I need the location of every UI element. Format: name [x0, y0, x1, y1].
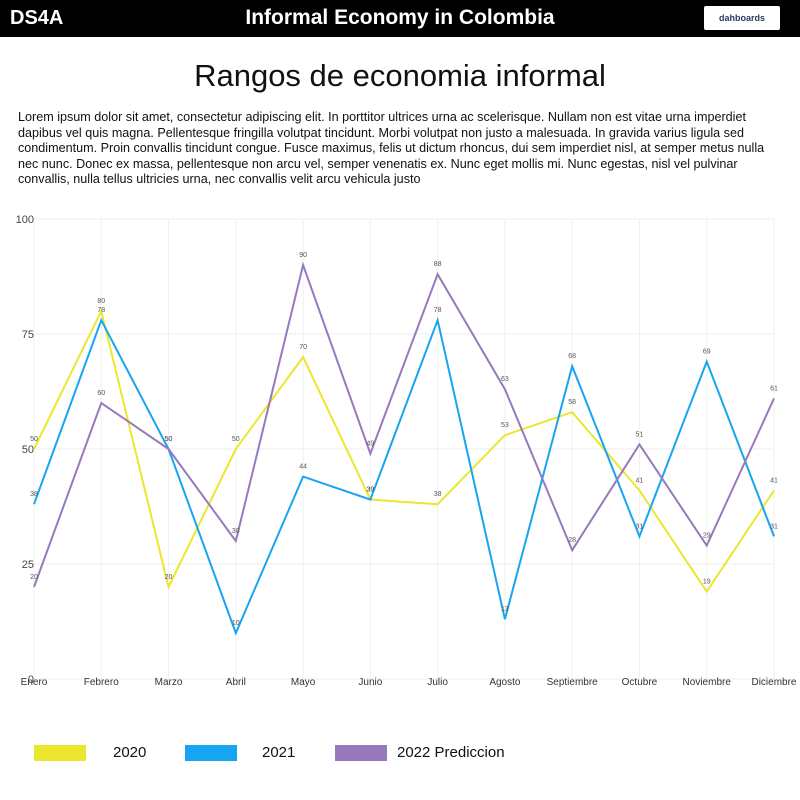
x-tick-label: Noviembre: [683, 677, 732, 688]
x-tick-label: Abril: [226, 677, 246, 688]
x-tick-label: Septiembre: [547, 677, 599, 688]
y-tick-label: 75: [22, 329, 34, 341]
data-label: 30: [232, 528, 240, 535]
data-label: 44: [299, 464, 307, 471]
x-tick-label: Julio: [427, 677, 448, 688]
page-title: Rangos de economia informal: [194, 58, 606, 93]
data-label: 20: [30, 574, 38, 581]
y-tick-label: 25: [22, 559, 34, 571]
data-label: 80: [97, 298, 105, 305]
data-label: 39: [366, 487, 374, 494]
top-bar: DS4A Informal Economy in Colombia dahboa…: [0, 0, 800, 37]
legend-label: 2022 Prediccion: [397, 744, 505, 761]
data-label: 68: [568, 353, 576, 360]
data-label: 50: [30, 436, 38, 443]
legend-swatch: [34, 745, 86, 761]
x-tick-label: Febrero: [84, 677, 119, 688]
x-tick-label: Junio: [358, 677, 382, 688]
data-label: 38: [30, 491, 38, 498]
series-line-2022-prediccion: [33, 261, 775, 588]
x-tick-label: Agosto: [489, 677, 521, 688]
data-label: 50: [232, 436, 240, 443]
series-line-2021: [33, 316, 775, 636]
data-label: 61: [770, 385, 778, 392]
data-label: 31: [636, 523, 644, 530]
x-tick-label: Octubre: [622, 677, 658, 688]
data-label: 50: [165, 436, 173, 443]
intro-paragraph: Lorem ipsum dolor sit amet, consectetur …: [18, 110, 765, 187]
data-label: 13: [501, 606, 509, 613]
data-label: 41: [636, 477, 644, 484]
legend-swatch: [335, 745, 387, 761]
data-label: 70: [299, 344, 307, 351]
data-label: 19: [703, 579, 711, 586]
chart-legend: 2020 2021 2022 Prediccion: [0, 740, 800, 770]
data-label: 41: [770, 477, 778, 484]
x-tick-label: Marzo: [155, 677, 183, 688]
data-label: 53: [501, 422, 509, 429]
legend-swatch: [185, 745, 237, 761]
data-label: 29: [703, 533, 711, 540]
dashboards-button[interactable]: dahboards: [704, 6, 780, 30]
app-title: Informal Economy in Colombia: [245, 6, 555, 29]
data-label: 78: [434, 307, 442, 314]
data-label: 90: [299, 252, 307, 259]
data-label: 58: [568, 399, 576, 406]
data-label: 10: [232, 620, 240, 627]
line-chart: 0 25 50 75 100 Enero Febrero Marzo Abril Mayo Juni…: [16, 214, 797, 688]
x-tick-label: Enero: [21, 677, 48, 688]
x-tick-label: Mayo: [291, 677, 316, 688]
y-tick-label: 100: [16, 214, 34, 226]
data-label: 51: [636, 431, 644, 438]
data-label: 78: [97, 307, 105, 314]
data-label: 49: [366, 441, 374, 448]
data-label: 69: [703, 349, 711, 356]
data-label: 38: [434, 491, 442, 498]
y-tick-label: 50: [22, 444, 34, 456]
data-label: 28: [568, 537, 576, 544]
legend-label: 2020: [113, 744, 147, 761]
legend-label: 2021: [262, 744, 296, 761]
data-label: 31: [770, 523, 778, 530]
data-label: 88: [434, 261, 442, 268]
brand-logo: DS4A: [10, 7, 64, 29]
series-line-2020: [33, 308, 775, 594]
x-tick-label: Diciembre: [751, 677, 796, 688]
data-label: 39: [366, 487, 374, 494]
data-label: 60: [97, 390, 105, 397]
data-label: 50: [165, 436, 173, 443]
data-label: 20: [165, 574, 173, 581]
data-label: 63: [501, 376, 509, 383]
y-tick-label: 0: [28, 674, 34, 686]
